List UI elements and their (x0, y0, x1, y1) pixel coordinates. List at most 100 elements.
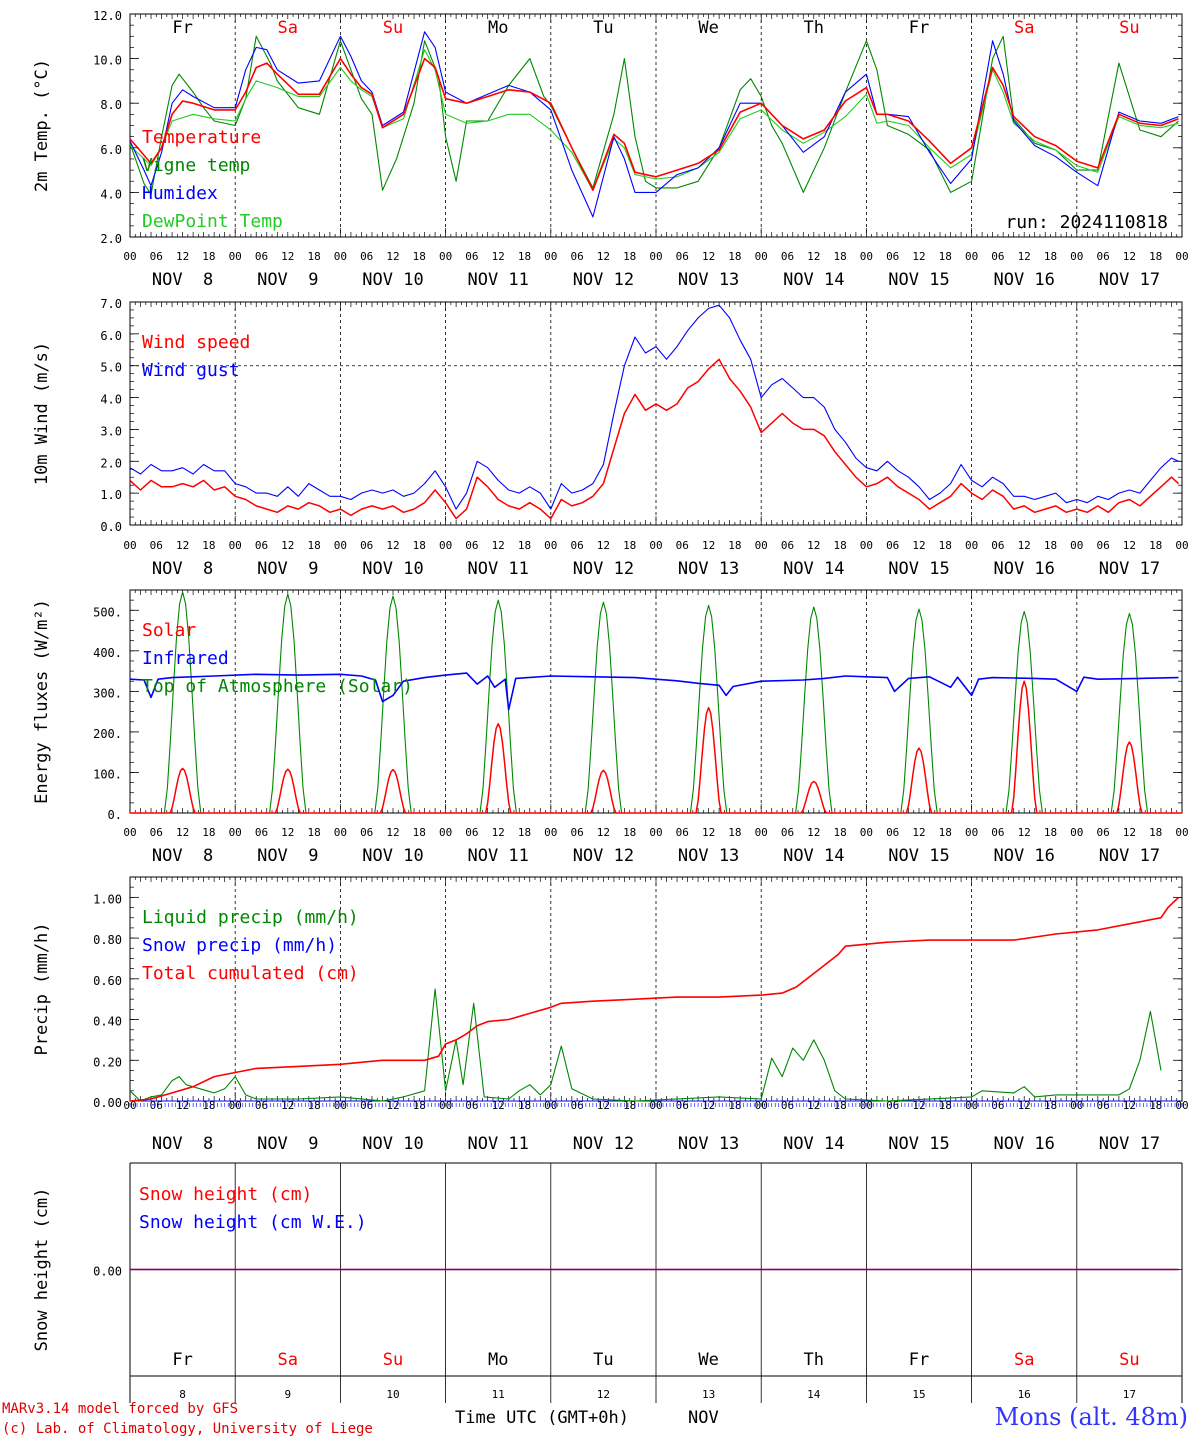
hour-label: 18 (939, 539, 952, 552)
hour-label: 18 (413, 539, 426, 552)
hour-label: 06 (991, 1099, 1004, 1112)
day-name: We (698, 1350, 718, 1370)
hour-label: 00 (1070, 250, 1083, 263)
hour-label: 06 (465, 250, 478, 263)
legend-entry: Vigne temp (142, 155, 250, 176)
legend-entry: Humidex (142, 183, 218, 204)
date-label: NOV 16 (993, 270, 1054, 290)
hour-label: 12 (386, 539, 399, 552)
hour-label: 06 (465, 539, 478, 552)
day-name: Sa (1014, 18, 1034, 38)
hour-label: 06 (781, 539, 794, 552)
hour-label: 06 (676, 1099, 689, 1112)
hour-label: 00 (1175, 539, 1188, 552)
y-tick-label: 1.00 (93, 892, 122, 906)
day-name: We (698, 18, 718, 38)
hour-label: 00 (1070, 826, 1083, 839)
day-number: 10 (386, 1388, 399, 1401)
hour-label: 18 (202, 250, 215, 263)
day-name: Sa (278, 18, 298, 38)
hour-label: 00 (860, 826, 873, 839)
hour-label: 06 (676, 826, 689, 839)
legend-entry: Liquid precip (mm/h) (142, 907, 359, 928)
hour-label: 18 (728, 250, 741, 263)
date-label: NOV 12 (573, 1134, 634, 1154)
hour-label: 18 (1149, 539, 1162, 552)
day-number: 16 (1018, 1388, 1031, 1401)
legend-entry: Wind gust (142, 360, 240, 381)
legend-entry: Snow height (cm W.E.) (139, 1212, 367, 1233)
run-label: run: 2024110818 (1005, 212, 1168, 233)
series-line-liquid-precip (129, 988, 1162, 1102)
date-label: NOV 14 (783, 1134, 844, 1154)
hour-label: 18 (1044, 1099, 1057, 1112)
hour-label: 06 (255, 539, 268, 552)
date-label: NOV 13 (678, 270, 739, 290)
hour-label: 06 (465, 1099, 478, 1112)
day-name: Su (1119, 18, 1139, 38)
hour-label: 06 (781, 826, 794, 839)
hour-label: 06 (991, 826, 1004, 839)
date-label: NOV 11 (467, 270, 528, 290)
hour-label: 06 (991, 539, 1004, 552)
date-label: NOV 8 (152, 559, 213, 579)
hour-label: 06 (150, 539, 163, 552)
day-name: Fr (909, 1350, 929, 1370)
day-name: Fr (172, 1350, 192, 1370)
day-number: 17 (1123, 1388, 1136, 1401)
hour-label: 06 (676, 539, 689, 552)
hour-label: 18 (202, 1099, 215, 1112)
hour-label: 18 (1149, 826, 1162, 839)
legend-entry: Snow precip (mm/h) (142, 935, 337, 956)
hour-label: 12 (807, 250, 820, 263)
hour-label: 12 (1018, 539, 1031, 552)
hour-label: 06 (886, 826, 899, 839)
day-name: Tu (593, 1350, 613, 1370)
y-axis-label: 2m Temp. (°C) (32, 59, 52, 192)
y-tick-label: 4.0 (100, 393, 122, 407)
hour-label: 06 (255, 826, 268, 839)
y-tick-label: 7.0 (100, 297, 122, 311)
legend-entry: Infrared (142, 648, 229, 669)
hour-label: 18 (728, 826, 741, 839)
hour-label: 00 (755, 826, 768, 839)
day-name: Su (383, 18, 403, 38)
date-label: NOV 9 (257, 270, 318, 290)
y-tick-label: 10.0 (93, 54, 122, 68)
hour-label: 18 (833, 826, 846, 839)
hour-label: 18 (939, 826, 952, 839)
day-name: Th (804, 18, 824, 38)
hour-label: 06 (570, 539, 583, 552)
day-name: Sa (1014, 1350, 1034, 1370)
y-tick-label: 0.20 (93, 1055, 122, 1069)
hour-label: 06 (1096, 826, 1109, 839)
day-name: Tu (593, 18, 613, 38)
hour-label: 00 (334, 250, 347, 263)
hour-label: 18 (518, 1099, 531, 1112)
hour-label: 06 (255, 250, 268, 263)
hour-label: 12 (176, 826, 189, 839)
hour-label: 00 (649, 250, 662, 263)
date-label: NOV 17 (1099, 846, 1160, 866)
y-tick-label: 5.0 (100, 361, 122, 375)
hour-label: 12 (281, 539, 294, 552)
date-label: NOV 12 (573, 559, 634, 579)
date-label: NOV 10 (362, 559, 423, 579)
hour-label: 18 (833, 1099, 846, 1112)
hour-label: 06 (360, 1099, 373, 1112)
hour-label: 06 (1096, 250, 1109, 263)
date-label: NOV 17 (1099, 1134, 1160, 1154)
date-label: NOV 15 (888, 559, 949, 579)
hour-label: 06 (781, 1099, 794, 1112)
date-label: NOV 11 (467, 846, 528, 866)
series-line-top-of-atmosphere (130, 591, 1182, 814)
hour-label: 00 (1175, 250, 1188, 263)
hour-label: 18 (518, 539, 531, 552)
y-axis-label: Snow height (cm) (32, 1188, 52, 1352)
day-name: Su (1119, 1350, 1139, 1370)
hour-label: 00 (334, 826, 347, 839)
series-line-temperature (129, 57, 1179, 191)
hour-label: 00 (123, 826, 136, 839)
day-name: Mo (488, 18, 508, 38)
day-name: Sa (278, 1350, 298, 1370)
